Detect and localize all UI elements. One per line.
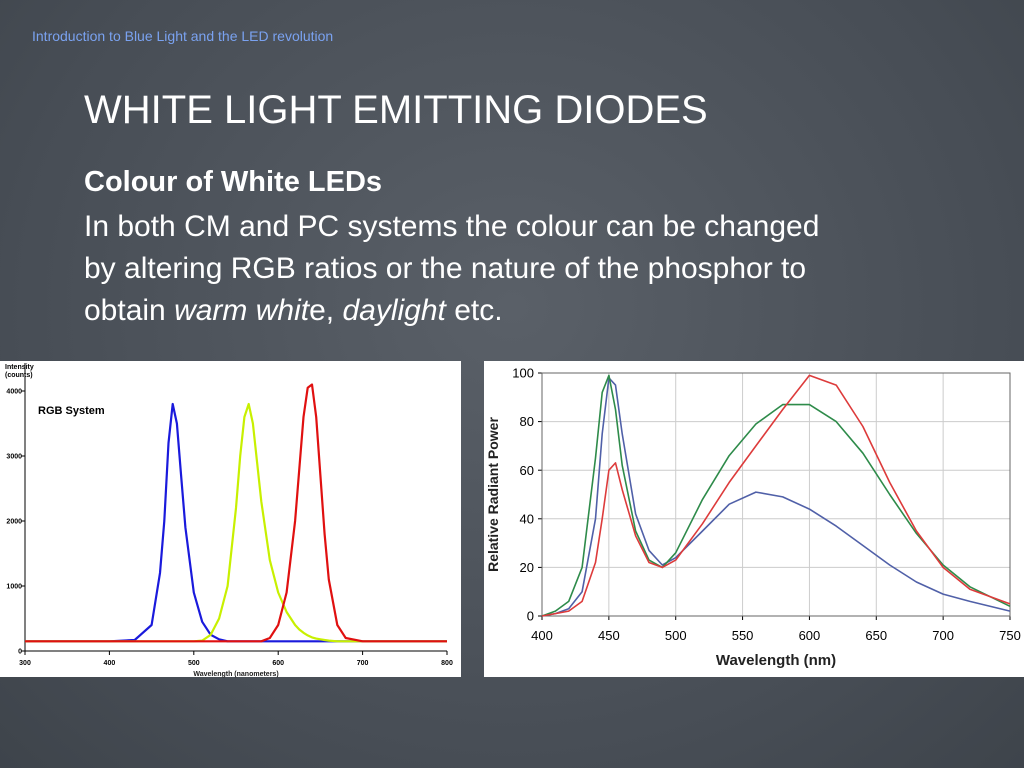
x-tick-label: 400 [104,660,116,667]
y-tick-label: 4000 [6,388,22,395]
y-tick-label: 40 [520,511,534,526]
y-tick-label: 1000 [6,583,22,590]
data-line [541,374,1011,617]
x-axis-label: Wavelength (nm) [716,652,836,669]
y-tick-label: 0 [18,648,22,655]
text: daylight [342,294,446,327]
data-line [541,377,1011,617]
x-tick-label: 600 [799,628,821,643]
chart-panel [0,361,461,677]
text: , [325,294,343,327]
x-tick-label: 400 [531,628,553,643]
plot-frame [541,372,1011,617]
x-tick-label: 450 [598,628,620,643]
y-tick-label: 20 [520,560,534,575]
body-line: by altering RGB ratios or the nature of … [84,252,807,285]
y-tick-label: 100 [512,366,534,381]
x-tick-label: 700 [932,628,954,643]
x-tick-label: 750 [999,628,1021,643]
text: obtain [84,294,175,327]
y-axis-label: (counts) [5,372,33,379]
text: etc. [445,294,503,327]
y-tick-label: 0 [527,609,534,624]
data-line [25,383,447,643]
y-tick-label: 60 [520,463,534,478]
y-tick-label: 3000 [6,453,22,460]
y-axis-label: Intensity [5,364,34,371]
subtitle: Colour of White LEDs [84,166,383,198]
x-tick-label: 650 [865,628,887,643]
x-tick-label: 800 [441,660,453,667]
text: warm whit [174,294,310,327]
x-tick-label: 550 [732,628,754,643]
x-tick-label: 500 [188,660,200,667]
x-axis-label: Wavelength (nanometers) [193,671,278,678]
y-axis-label: Relative Radiant Power [485,417,501,572]
x-tick-label: 700 [357,660,369,667]
y-tick-label: 80 [520,414,534,429]
slide-title: WHITE LIGHT EMITTING DIODES [84,88,708,132]
x-tick-label: 500 [665,628,687,643]
header: Introduction to Blue Light and the LED r… [32,28,334,44]
x-tick-label: 300 [19,660,31,667]
text: e [309,294,326,327]
body-line: obtain warm white, daylight etc. [84,294,503,328]
data-line [541,374,1011,617]
annotation: RGB System [38,405,105,417]
body-line: In both CM and PC systems the colour can… [84,210,820,243]
y-tick-label: 2000 [6,518,22,525]
x-tick-label: 600 [272,660,284,667]
